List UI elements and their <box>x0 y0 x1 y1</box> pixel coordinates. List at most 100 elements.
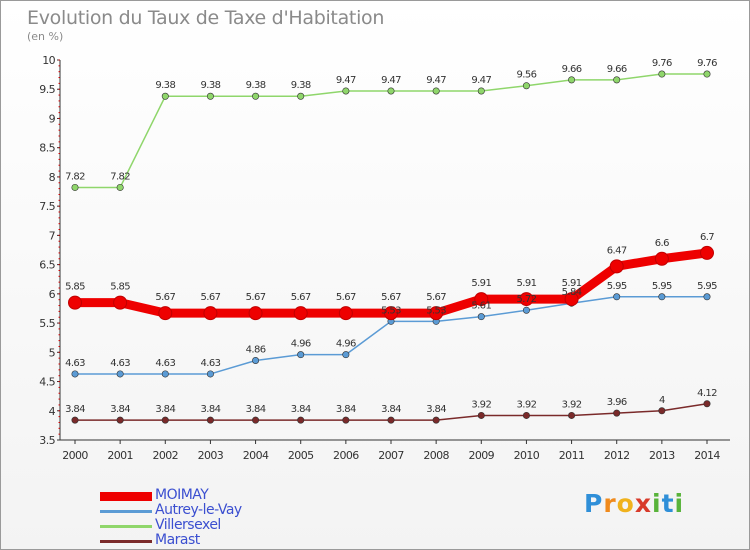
y-tick-label: 8.5 <box>39 142 55 155</box>
data-label: 3.92 <box>471 399 491 410</box>
data-label: 9.47 <box>336 75 356 86</box>
data-label: 9.66 <box>562 64 582 75</box>
data-label: 5.67 <box>381 292 401 303</box>
data-point <box>68 295 82 310</box>
data-point <box>609 259 624 274</box>
legend-item-moimay: MOIMAY <box>100 487 300 503</box>
data-label: 4.96 <box>291 339 311 350</box>
legend-swatch <box>100 525 152 528</box>
data-label: 5.72 <box>516 294 536 305</box>
x-tick-label: 2009 <box>468 449 494 462</box>
data-point <box>613 76 621 84</box>
brand-letter: i <box>652 489 662 518</box>
x-tick-label: 2014 <box>694 449 720 462</box>
data-point <box>658 70 666 78</box>
data-point <box>568 411 576 419</box>
data-point <box>206 370 214 378</box>
x-tick-label: 2000 <box>62 449 88 462</box>
data-label: 9.38 <box>291 80 311 91</box>
data-label: 5.61 <box>471 301 491 312</box>
y-tick-label: 10 <box>42 54 55 67</box>
data-point <box>474 292 489 307</box>
data-point <box>613 409 621 417</box>
y-tick-label: 9.5 <box>39 83 55 96</box>
data-label: 4.63 <box>155 358 175 369</box>
y-tick-label: 9 <box>49 112 56 125</box>
data-point <box>432 87 440 95</box>
data-point <box>703 70 711 78</box>
x-tick-label: 2007 <box>378 449 404 462</box>
legend-label: Marast <box>155 532 200 548</box>
x-tick-label: 2005 <box>288 449 314 462</box>
data-label: 9.56 <box>516 70 536 81</box>
brand-letter: x <box>634 489 652 518</box>
data-label: 3.84 <box>291 404 311 415</box>
brand-letter: r <box>603 489 617 518</box>
data-point <box>252 356 260 364</box>
data-label: 6.7 <box>700 232 714 243</box>
data-label: 3.92 <box>516 399 536 410</box>
data-label: 3.84 <box>381 404 401 415</box>
data-label: 6.6 <box>655 238 669 249</box>
brand-letter: i <box>674 489 685 518</box>
x-tick-label: 2010 <box>514 449 540 462</box>
data-label: 4 <box>659 395 665 406</box>
x-tick-label: 2008 <box>423 449 449 462</box>
legend-label: Villersexel <box>155 517 221 533</box>
data-label: 5.91 <box>516 278 536 289</box>
data-label: 5.67 <box>246 292 266 303</box>
legend-label: MOIMAY <box>155 487 209 503</box>
x-tick-label: 2006 <box>333 449 359 462</box>
y-tick-label: 5.5 <box>39 317 55 330</box>
x-tick-label: 2003 <box>198 449 224 462</box>
data-point <box>522 82 530 90</box>
data-label: 9.76 <box>697 58 717 69</box>
y-tick-label: 8 <box>49 171 56 184</box>
data-point <box>161 92 169 100</box>
data-label: 4.63 <box>65 358 85 369</box>
data-point <box>477 87 485 95</box>
data-point <box>342 87 350 95</box>
data-point <box>387 87 395 95</box>
legend-item-marast: Marast <box>100 532 300 548</box>
data-label: 3.84 <box>246 404 266 415</box>
y-tick-label: 5 <box>49 346 56 359</box>
x-tick-label: 2011 <box>559 449 585 462</box>
data-label: 9.66 <box>607 64 627 75</box>
data-label: 3.84 <box>336 404 356 415</box>
data-point <box>113 295 128 310</box>
x-tick-label: 2004 <box>243 449 269 462</box>
data-label: 5.67 <box>155 292 175 303</box>
data-label: 3.96 <box>607 397 627 408</box>
data-label: 5.95 <box>697 281 717 292</box>
y-tick-label: 4.5 <box>39 376 55 389</box>
data-point <box>297 416 305 424</box>
data-label: 9.47 <box>426 75 446 86</box>
data-label: 3.84 <box>110 404 130 415</box>
data-point <box>522 411 530 419</box>
x-tick-label: 2013 <box>649 449 675 462</box>
data-label: 5.67 <box>291 292 311 303</box>
data-label: 7.82 <box>110 171 130 182</box>
data-point <box>654 251 669 266</box>
data-point <box>116 183 124 191</box>
data-label: 5.95 <box>607 281 627 292</box>
brand-letter: P <box>584 489 604 518</box>
proxiti-logo: Proxiti <box>584 489 684 518</box>
data-point <box>342 416 350 424</box>
x-tick-label: 2002 <box>152 449 178 462</box>
data-point <box>161 416 169 424</box>
data-point <box>568 76 576 84</box>
data-label: 5.95 <box>652 281 672 292</box>
y-tick-label: 6 <box>49 288 56 301</box>
legend-swatch <box>100 540 152 543</box>
data-point <box>293 306 308 321</box>
y-tick-label: 6.5 <box>39 259 55 272</box>
data-point <box>338 306 353 321</box>
data-point <box>203 306 218 321</box>
data-label: 3.84 <box>155 404 175 415</box>
legend-swatch <box>100 510 152 513</box>
data-label: 3.84 <box>200 404 220 415</box>
data-point <box>658 407 666 415</box>
data-point <box>703 293 711 301</box>
